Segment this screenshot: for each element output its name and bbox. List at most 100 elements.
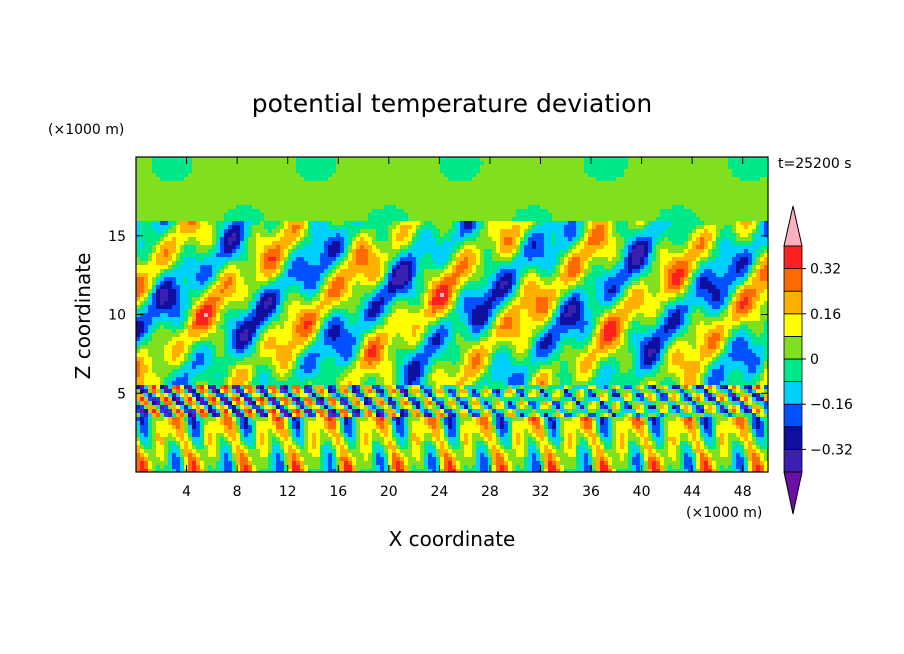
field-cell xyxy=(660,165,664,169)
field-cell xyxy=(324,257,328,261)
field-cell xyxy=(704,165,708,169)
field-cell xyxy=(196,229,200,233)
field-cell xyxy=(756,177,760,181)
field-cell xyxy=(480,193,484,197)
field-cell xyxy=(296,173,300,177)
field-cell xyxy=(632,257,636,261)
field-cell xyxy=(244,245,248,249)
field-cell xyxy=(184,229,188,233)
field-cell xyxy=(648,209,652,213)
field-cell xyxy=(184,277,188,281)
field-cell xyxy=(452,241,456,245)
field-cell xyxy=(300,229,304,233)
field-cell xyxy=(432,173,436,177)
field-cell xyxy=(732,193,736,197)
field-cell xyxy=(604,157,608,161)
field-cell xyxy=(404,165,408,169)
field-cell xyxy=(708,273,712,277)
field-cell xyxy=(304,225,308,229)
field-cell xyxy=(172,161,176,165)
field-cell xyxy=(168,185,172,189)
field-cell xyxy=(716,221,720,225)
field-cell xyxy=(532,217,536,221)
field-cell xyxy=(452,245,456,249)
field-cell xyxy=(732,257,736,261)
field-cell xyxy=(200,201,204,205)
field-cell xyxy=(592,201,596,205)
field-cell xyxy=(560,189,564,193)
field-cell xyxy=(408,157,412,161)
field-cell xyxy=(568,269,572,273)
field-cell xyxy=(744,185,748,189)
field-cell xyxy=(388,265,392,269)
field-cell xyxy=(220,213,224,217)
field-cell xyxy=(144,245,148,249)
field-cell xyxy=(180,229,184,233)
field-cell xyxy=(504,281,508,285)
field-cell xyxy=(188,213,192,217)
field-cell xyxy=(304,257,308,261)
field-cell xyxy=(548,193,552,197)
field-cell xyxy=(636,169,640,173)
field-cell xyxy=(760,157,764,161)
field-cell xyxy=(336,281,340,285)
field-cell xyxy=(684,233,688,237)
field-cell xyxy=(176,157,180,161)
field-cell xyxy=(168,173,172,177)
field-cell xyxy=(520,161,524,165)
field-cell xyxy=(400,161,404,165)
field-cell xyxy=(368,217,372,221)
field-cell xyxy=(668,205,672,209)
field-cell xyxy=(492,253,496,257)
field-cell xyxy=(232,213,236,217)
field-cell xyxy=(152,253,156,257)
field-cell xyxy=(256,205,260,209)
field-cell xyxy=(700,205,704,209)
field-cell xyxy=(304,173,308,177)
field-cell xyxy=(308,253,312,257)
field-cell xyxy=(324,249,328,253)
field-cell xyxy=(580,277,584,281)
field-cell xyxy=(544,277,548,281)
field-cell xyxy=(732,169,736,173)
field-cell xyxy=(424,161,428,165)
field-cell xyxy=(420,169,424,173)
field-cell xyxy=(604,261,608,265)
field-cell xyxy=(368,229,372,233)
field-cell xyxy=(376,193,380,197)
field-cell xyxy=(740,221,744,225)
field-cell xyxy=(316,245,320,249)
field-cell xyxy=(548,217,552,221)
field-cell xyxy=(372,245,376,249)
field-cell xyxy=(204,249,208,253)
field-cell xyxy=(384,181,388,185)
field-cell xyxy=(712,221,716,225)
field-cell xyxy=(396,277,400,281)
field-cell xyxy=(724,161,728,165)
field-cell xyxy=(676,165,680,169)
field-cell xyxy=(308,241,312,245)
field-cell xyxy=(264,221,268,225)
field-cell xyxy=(656,269,660,273)
field-cell xyxy=(256,249,260,253)
field-cell xyxy=(520,237,524,241)
field-cell xyxy=(540,225,544,229)
field-cell xyxy=(632,197,636,201)
field-cell xyxy=(456,277,460,281)
field-cell xyxy=(532,177,536,181)
field-cell xyxy=(596,213,600,217)
field-cell xyxy=(684,165,688,169)
field-cell xyxy=(324,217,328,221)
field-cell xyxy=(396,165,400,169)
field-cell xyxy=(508,229,512,233)
field-cell xyxy=(636,221,640,225)
field-cell xyxy=(160,177,164,181)
field-cell xyxy=(232,233,236,237)
field-cell xyxy=(200,245,204,249)
field-cell xyxy=(700,245,704,249)
field-cell xyxy=(732,277,736,281)
field-cell xyxy=(448,173,452,177)
field-cell xyxy=(672,273,676,277)
field-cell xyxy=(296,281,300,285)
field-cell xyxy=(296,169,300,173)
